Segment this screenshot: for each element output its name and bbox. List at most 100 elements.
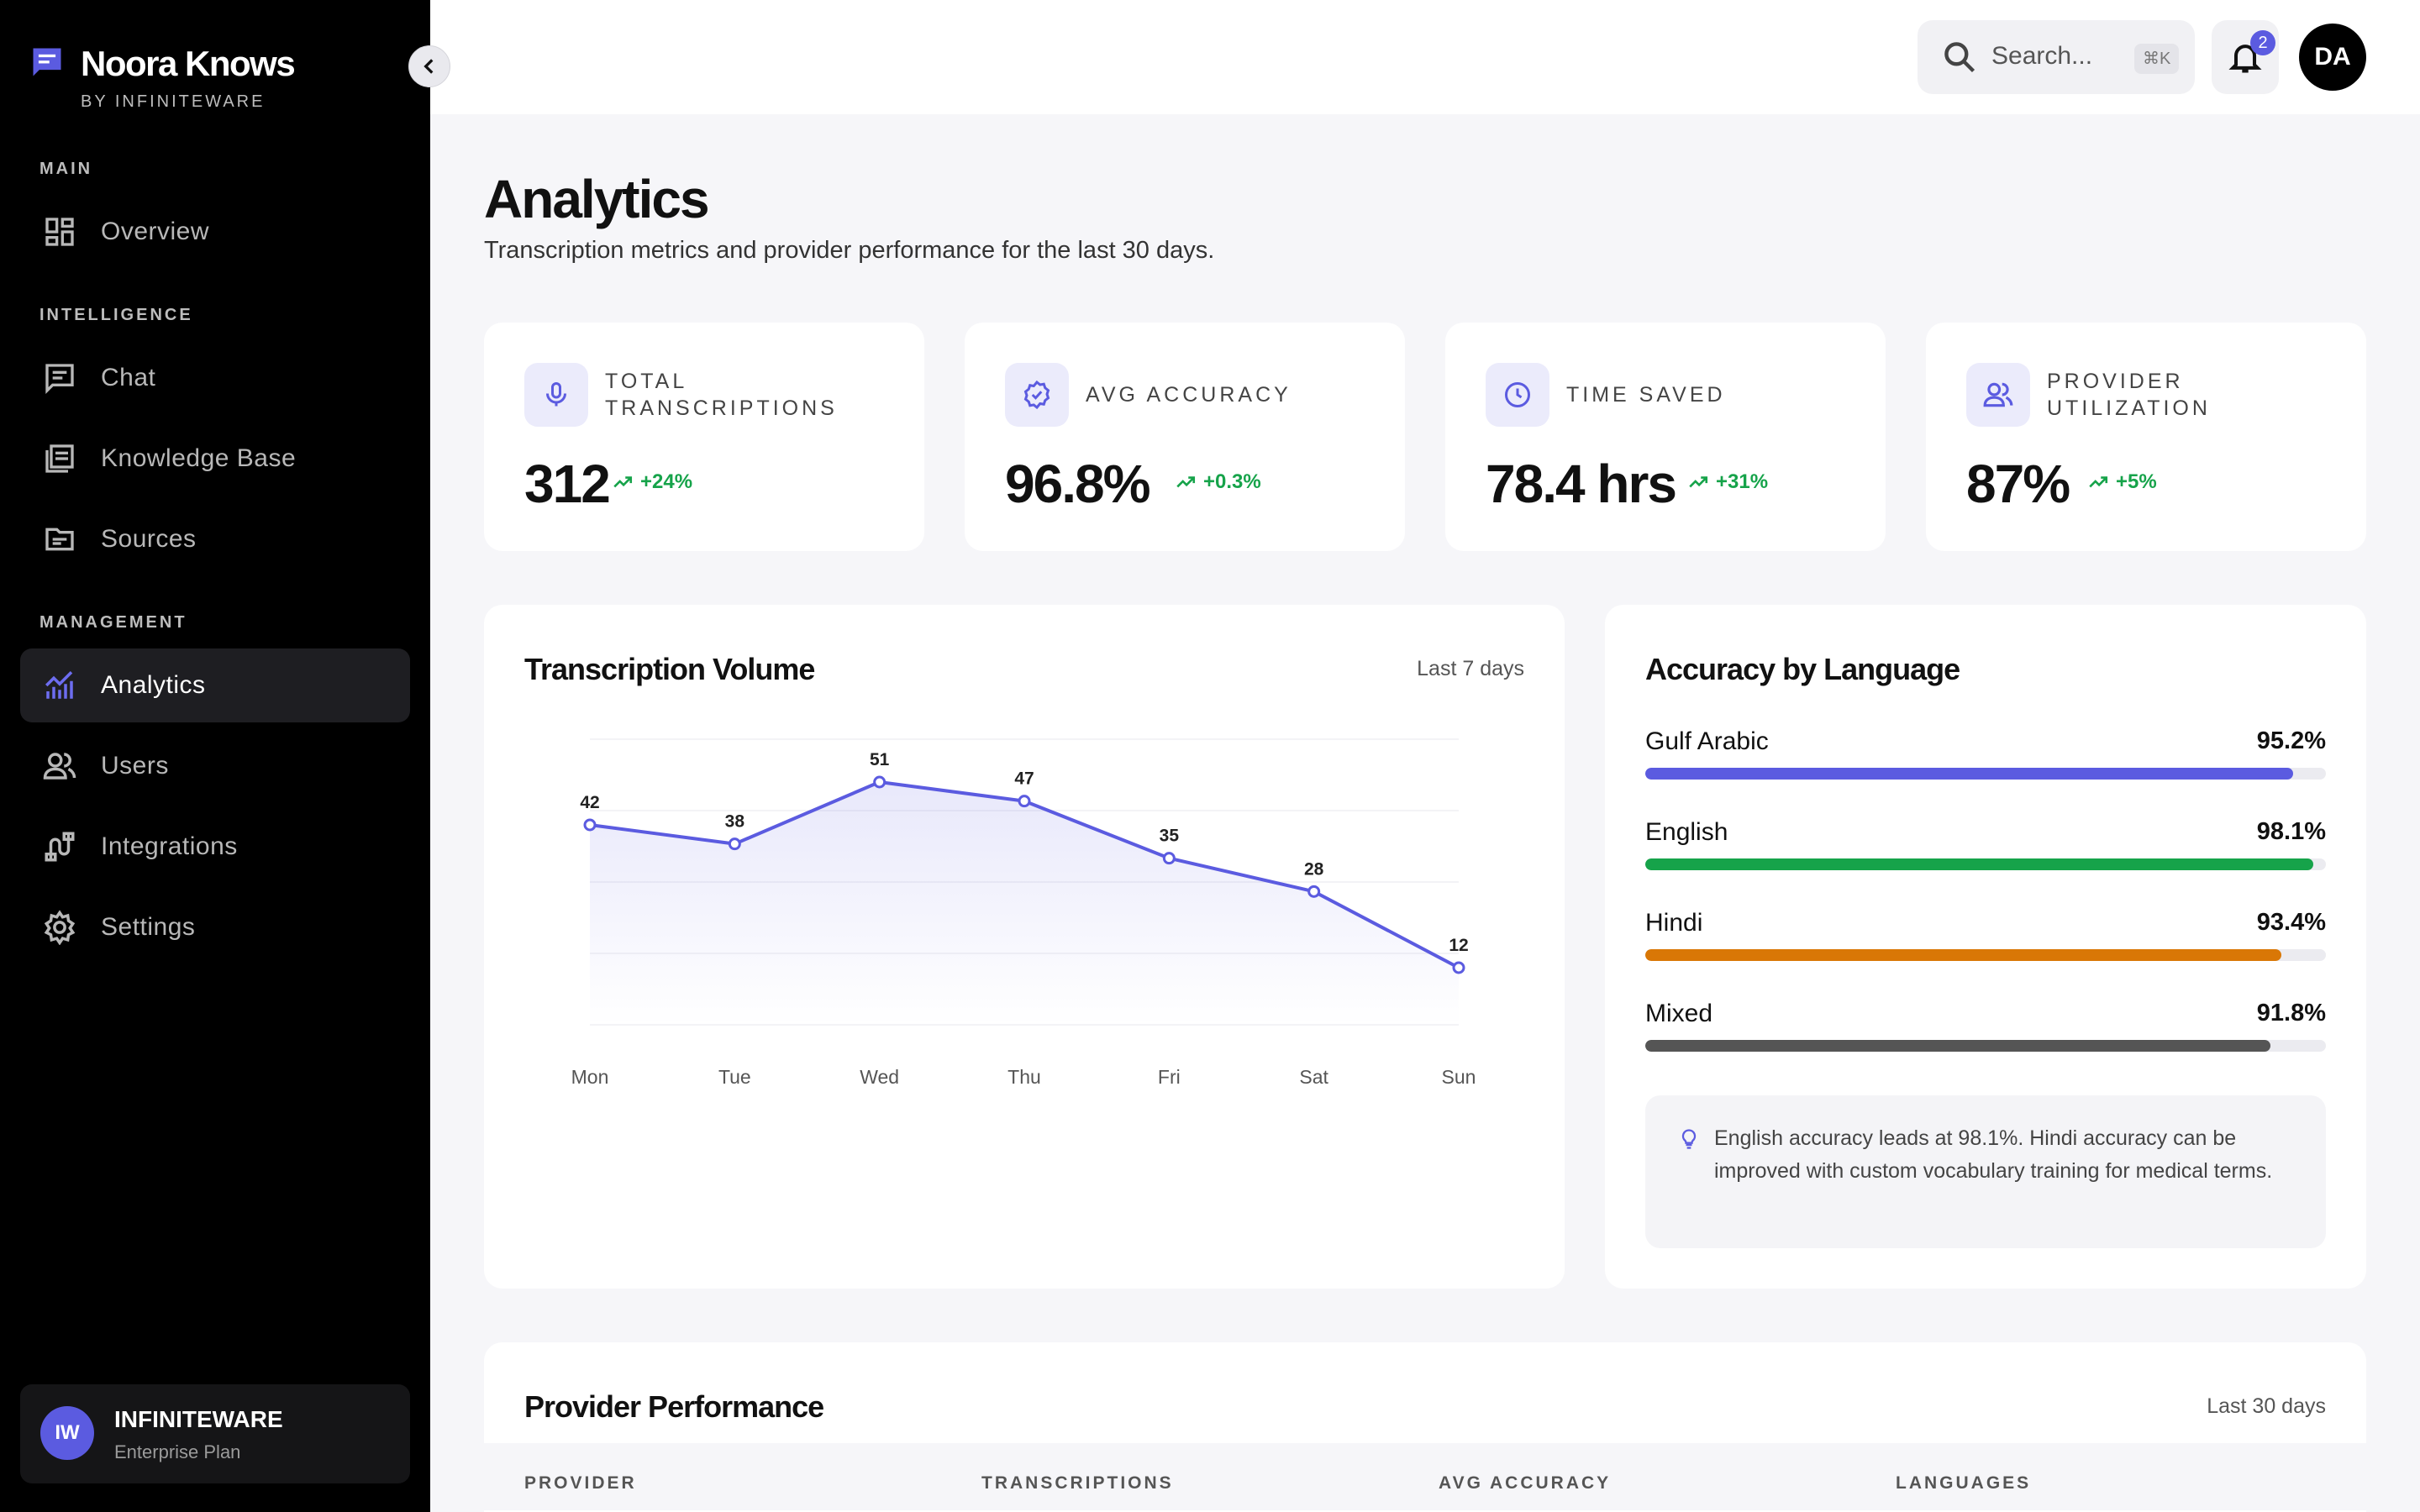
sidebar-item-users[interactable]: Users: [20, 729, 410, 803]
page-subtitle: Transcription metrics and provider perfo…: [484, 237, 1215, 264]
kpi-value: 96.8%: [1005, 454, 1150, 514]
sidebar-item-label: Integrations: [101, 832, 238, 860]
nav-section-intelligence: INTELLIGENCE: [39, 306, 193, 324]
users-icon: [40, 747, 79, 785]
chat-icon: [40, 359, 79, 397]
nav-section-main: MAIN: [39, 160, 93, 178]
accuracy-bar-fill: [1645, 1040, 2270, 1052]
column-header-languages[interactable]: LANGUAGES: [1896, 1473, 2032, 1493]
chart-point[interactable]: [728, 837, 741, 851]
lightbulb-icon: [1681, 1129, 1697, 1149]
chart-x-tick-label: Tue: [718, 1066, 751, 1088]
column-header-provider[interactable]: PROVIDER: [524, 1473, 637, 1493]
search-input[interactable]: Search... ⌘K: [1918, 20, 2195, 94]
kpi-card-provider-utilization: PROVIDER UTILIZATION 87% +5%: [1926, 323, 2366, 551]
microphone-icon: [524, 363, 588, 427]
sidebar-collapse-button[interactable]: [408, 45, 450, 87]
sidebar-item-settings[interactable]: Settings: [20, 890, 410, 964]
language-accuracy: 98.1%: [2256, 818, 2326, 845]
search-placeholder: Search...: [1991, 42, 2093, 70]
chevron-left-icon: [424, 59, 434, 74]
chart-x-tick-label: Sun: [1442, 1066, 1476, 1088]
trend-up-icon: [2089, 476, 2108, 488]
sidebar-item-chat[interactable]: Chat: [20, 341, 410, 415]
kpi-delta: +24%: [612, 470, 692, 494]
column-header-transcriptions[interactable]: TRANSCRIPTIONS: [981, 1473, 1174, 1493]
chat-logo-icon: [33, 48, 61, 76]
sidebar-item-label: Settings: [101, 913, 196, 941]
kpi-delta: +31%: [1687, 470, 1768, 494]
accuracy-bar-track: [1645, 1040, 2326, 1052]
kpi-card-avg-accuracy: AVG ACCURACY 96.8% +0.3%: [965, 323, 1405, 551]
sidebar-item-label: Knowledge Base: [101, 444, 297, 472]
sidebar-item-label: Analytics: [101, 671, 206, 699]
user-avatar[interactable]: DA: [2299, 24, 2366, 91]
clock-icon: [1486, 363, 1549, 427]
card-range: Last 30 days: [2207, 1394, 2326, 1418]
account-avatar: IW: [40, 1406, 94, 1460]
brand-subtitle: BY INFINITEWARE: [81, 92, 266, 111]
kpi-delta-value: +31%: [1716, 470, 1769, 493]
analytics-icon: [40, 666, 79, 705]
account-plan: Enterprise Plan: [114, 1441, 241, 1462]
chart-point[interactable]: [1018, 795, 1031, 808]
overview-icon: [40, 213, 79, 251]
column-header-avg-accuracy[interactable]: AVG ACCURACY: [1439, 1473, 1612, 1493]
kpi-label: TIME SAVED: [1566, 383, 1726, 407]
card-title: Provider Performance: [524, 1389, 824, 1424]
sidebar: Noora Knows BY INFINITEWARE MAIN Overvie…: [0, 0, 430, 1512]
chart-data-label: 38: [725, 812, 745, 832]
sidebar-item-integrations[interactable]: Integrations: [20, 810, 410, 884]
insight-text: English accuracy leads at 98.1%. Hindi a…: [1714, 1126, 2273, 1183]
kpi-label: TOTAL TRANSCRIPTIONS: [605, 370, 838, 420]
sidebar-item-sources[interactable]: Sources: [20, 502, 410, 576]
insight-callout: English accuracy leads at 98.1%. Hindi a…: [1645, 1095, 2326, 1248]
card-title: Accuracy by Language: [1645, 652, 1960, 686]
gear-icon: [40, 908, 79, 947]
chart-point[interactable]: [1452, 961, 1465, 974]
chart-point[interactable]: [1162, 852, 1176, 865]
sidebar-item-analytics[interactable]: Analytics: [20, 648, 410, 722]
trend-up-icon: [613, 476, 633, 488]
account-switcher[interactable]: IW INFINITEWARE Enterprise Plan: [20, 1384, 410, 1483]
folder-icon: [40, 520, 79, 559]
chart-area-fill: [590, 782, 1459, 1025]
chart-data-label: 35: [1160, 827, 1180, 846]
volume-line-chart: 42 38 51 47 35 28 12 Mon Tue Wed Thu Fri Sat Sun: [571, 738, 1476, 1088]
language-accuracy: 95.2%: [2256, 727, 2326, 754]
kpi-delta-value: +5%: [2116, 470, 2157, 493]
page-title: Analytics: [484, 169, 710, 229]
chart-point[interactable]: [1307, 885, 1321, 898]
chart-point[interactable]: [583, 818, 597, 832]
bell-icon: [2228, 45, 2262, 73]
kpi-delta: +0.3%: [1175, 470, 1261, 494]
kpi-value: 78.4 hrs: [1486, 454, 1677, 514]
kpi-value: 312: [524, 454, 611, 514]
language-name: Mixed: [1645, 1000, 1713, 1027]
language-accuracy: 93.4%: [2256, 909, 2326, 936]
language-name: Gulf Arabic: [1645, 727, 1769, 755]
sidebar-item-overview[interactable]: Overview: [20, 195, 410, 269]
accuracy-bar-track: [1645, 768, 2326, 780]
sidebar-item-label: Sources: [101, 525, 197, 553]
chart-point[interactable]: [873, 775, 886, 789]
accuracy-bar-track: [1645, 949, 2326, 961]
sidebar-item-label: Chat: [101, 364, 156, 391]
card-range: Last 7 days: [1417, 657, 1524, 680]
sidebar-item-label: Users: [101, 752, 169, 780]
sidebar-item-knowledge-base[interactable]: Knowledge Base: [20, 422, 410, 496]
chart-data-label: 51: [870, 750, 890, 769]
chart-x-tick-label: Mon: [571, 1066, 609, 1088]
provider-performance-card: Provider Performance Last 30 days PROVID…: [484, 1342, 2366, 1512]
brand-title: Noora Knows: [81, 44, 296, 83]
search-icon: [1944, 42, 1975, 73]
notification-count-badge: 2: [2250, 30, 2275, 55]
nav-section-management: MANAGEMENT: [39, 613, 187, 632]
card-title: Transcription Volume: [524, 652, 815, 686]
kpi-delta: +5%: [2087, 470, 2157, 494]
notifications-button[interactable]: 2: [2212, 20, 2279, 94]
integrations-icon: [40, 827, 79, 866]
accuracy-bar-fill: [1645, 949, 2281, 961]
kpi-delta-value: +24%: [640, 470, 693, 493]
